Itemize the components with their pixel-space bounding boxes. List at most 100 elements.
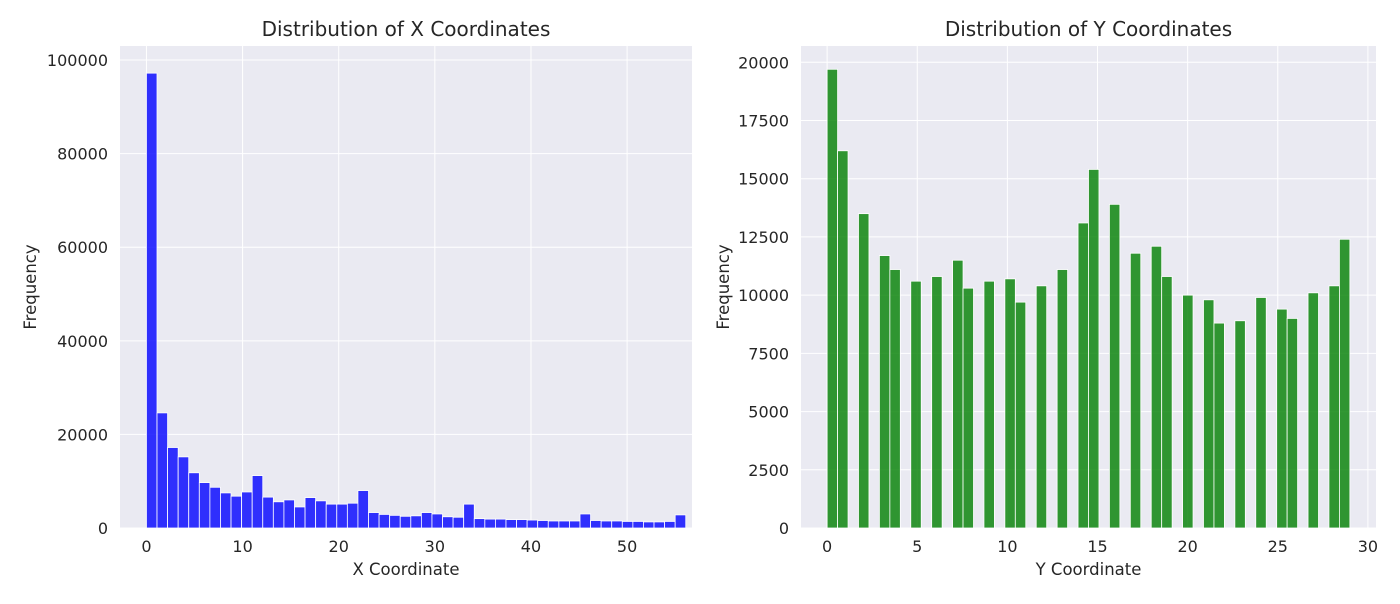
histogram-bar (399, 515, 412, 529)
histogram-bar (1150, 245, 1163, 529)
x-histogram-ticks: 0 20000 40000 60000 80000 100000 0 10 20 30 40 50 (47, 51, 637, 556)
y-coordinate-histogram: 0 2500 5000 7500 10000 12500 15000 17500 20000 0 5… (714, 17, 1378, 579)
histogram-bar (315, 500, 327, 529)
y-tick-label: 10000 (738, 286, 789, 305)
histogram-bar (505, 519, 517, 529)
y-tick-label: 12500 (738, 228, 789, 247)
histogram-bar (262, 496, 274, 529)
histogram-bar (537, 520, 549, 529)
histogram-bar (251, 475, 264, 529)
histogram-bar (146, 72, 158, 529)
histogram-bar (547, 520, 560, 529)
histogram-bar (156, 412, 168, 529)
histogram-bar (1328, 285, 1340, 529)
histogram-bar (1056, 269, 1068, 529)
histogram-bar (188, 472, 200, 529)
x-histogram-xlabel: X Coordinate (352, 560, 459, 579)
histogram-bar (910, 280, 922, 529)
y-tick-label: 0 (98, 519, 108, 538)
histogram-bar (1255, 297, 1267, 529)
histogram-bar (325, 503, 338, 529)
histogram-bar (209, 486, 221, 529)
y-histogram-ticks: 0 2500 5000 7500 10000 12500 15000 17500 20000 0 5… (738, 53, 1378, 556)
y-histogram-title: Distribution of Y Coordinates (945, 17, 1232, 41)
histogram-bar (879, 255, 891, 529)
histogram-bar (1307, 292, 1319, 529)
histogram-bar (304, 497, 317, 529)
y-tick-label: 20000 (738, 53, 789, 72)
y-tick-label: 7500 (748, 344, 789, 363)
x-histogram-title: Distribution of X Coordinates (262, 17, 551, 41)
y-histogram-xlabel: Y Coordinate (1035, 560, 1142, 579)
histogram-bar (889, 269, 901, 529)
histogram-bar (336, 503, 348, 529)
x-histogram-ylabel: Frequency (21, 244, 40, 329)
histogram-bar (600, 520, 613, 529)
histogram-bar (442, 516, 454, 529)
histogram-bar (579, 513, 591, 529)
y-tick-label: 15000 (738, 170, 789, 189)
y-tick-label: 60000 (57, 238, 108, 257)
histogram-bar (1109, 203, 1121, 529)
x-tick-label: 40 (521, 537, 541, 556)
histogram-bar (1234, 320, 1246, 529)
histogram-bar (1088, 169, 1100, 529)
histogram-bar (420, 512, 433, 529)
y-histogram-bars (826, 68, 1351, 529)
histogram-bar (826, 68, 838, 529)
histogram-bar (664, 521, 676, 529)
histogram-bar (653, 521, 666, 529)
histogram-bar (220, 492, 232, 529)
x-tick-label: 20 (329, 537, 349, 556)
histogram-bar (283, 499, 295, 529)
histogram-bar (1213, 322, 1225, 529)
x-tick-label: 50 (617, 537, 637, 556)
x-tick-label: 5 (912, 537, 922, 556)
histogram-bar (674, 514, 687, 529)
x-tick-label: 0 (822, 537, 832, 556)
x-tick-label: 10 (997, 537, 1017, 556)
histogram-bar (1276, 308, 1288, 529)
histogram-bar (495, 518, 507, 529)
histogram-bar (858, 213, 870, 529)
histogram-bar (484, 518, 496, 529)
histogram-bar (272, 501, 285, 529)
histogram-bar (621, 521, 634, 529)
histogram-bar (357, 490, 369, 529)
histogram-bar (952, 259, 964, 529)
histogram-bar (1182, 294, 1194, 529)
y-histogram-ylabel: Frequency (714, 244, 733, 329)
x-coordinate-histogram: 0 20000 40000 60000 80000 100000 0 10 20 30 40 50 D… (21, 17, 692, 579)
histogram-bar (983, 280, 995, 529)
histogram-bar (410, 515, 422, 529)
y-tick-label: 2500 (748, 461, 789, 480)
histogram-bar (463, 503, 475, 529)
histogram-bar (1035, 285, 1048, 529)
y-tick-label: 40000 (57, 332, 108, 351)
histogram-bar (590, 520, 602, 529)
histogram-bar (643, 521, 655, 529)
histogram-bar (526, 519, 539, 529)
x-histogram-bars (146, 72, 687, 529)
histogram-bar (167, 447, 179, 529)
histogram-bar (198, 482, 211, 529)
y-tick-label: 0 (779, 519, 789, 538)
y-tick-label: 80000 (57, 145, 108, 164)
x-tick-label: 0 (141, 537, 151, 556)
y-tick-label: 100000 (47, 51, 108, 70)
x-tick-label: 10 (232, 537, 252, 556)
histogram-bar (241, 491, 253, 529)
histogram-bar (1286, 318, 1298, 529)
x-tick-label: 15 (1087, 537, 1107, 556)
histogram-bar (1339, 238, 1351, 529)
histogram-bar (389, 514, 401, 529)
x-tick-label: 30 (425, 537, 445, 556)
histogram-bar (368, 512, 380, 529)
histogram-bar (1129, 252, 1142, 529)
histogram-bar (1004, 278, 1016, 529)
x-histogram-plot-area (120, 46, 692, 528)
histogram-bar (473, 518, 486, 529)
histogram-bar (558, 520, 570, 529)
x-tick-label: 30 (1358, 537, 1378, 556)
